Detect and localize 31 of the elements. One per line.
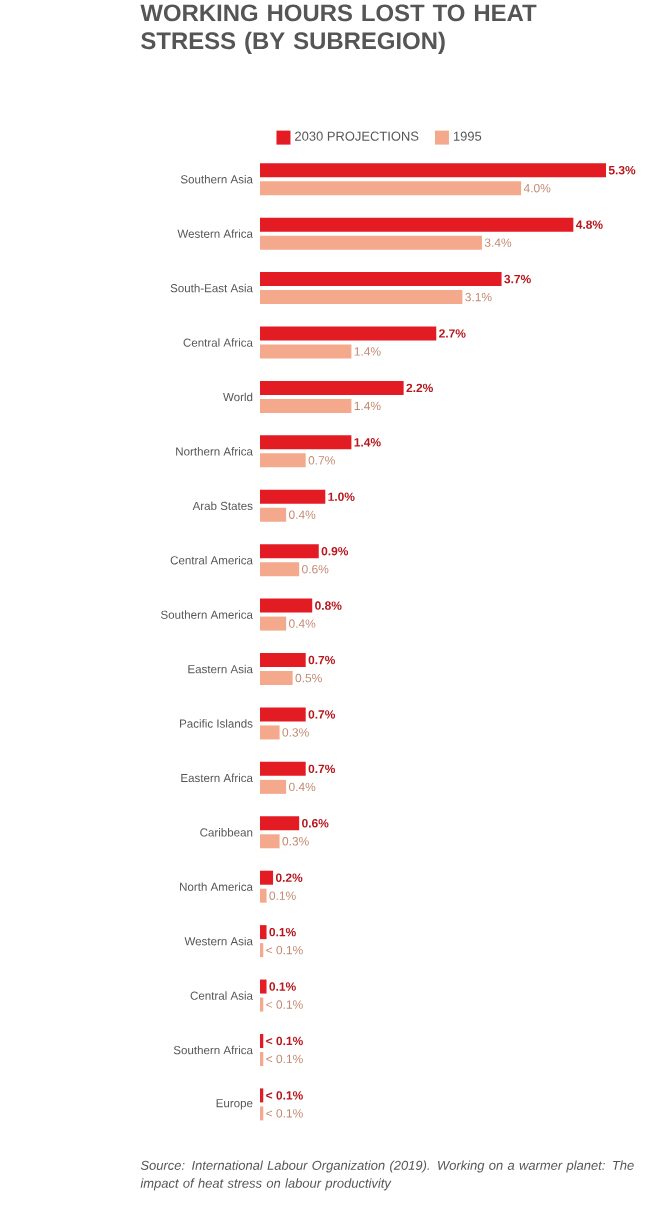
- chart-title: WORKING HOURS LOST TO HEAT STRESS (BY SUBREGION): [140, 4, 537, 54]
- bar: [260, 272, 502, 287]
- bar: [260, 816, 300, 831]
- bar: [260, 925, 267, 940]
- bar: [260, 562, 300, 577]
- bar: [260, 979, 267, 994]
- bar: [260, 344, 352, 359]
- bar: [260, 235, 482, 250]
- bar: [260, 435, 352, 450]
- bar: [260, 544, 319, 559]
- bar: [260, 217, 574, 232]
- bar: [260, 598, 313, 613]
- bar: [260, 326, 437, 341]
- bar: [260, 707, 306, 722]
- bar: [260, 725, 280, 740]
- bar: [260, 398, 352, 413]
- bar: [260, 163, 606, 178]
- bar: [260, 380, 404, 395]
- bar: [260, 870, 274, 885]
- bar: [260, 761, 306, 776]
- bar: [260, 779, 287, 794]
- bar: [260, 507, 287, 522]
- bar: [260, 888, 267, 903]
- bar: [260, 653, 306, 668]
- bar: [260, 453, 306, 468]
- bar: [260, 616, 287, 631]
- bar: [260, 290, 463, 305]
- bar: [260, 834, 280, 849]
- bar: [260, 489, 326, 504]
- bar: [260, 671, 293, 686]
- bar: [260, 181, 522, 196]
